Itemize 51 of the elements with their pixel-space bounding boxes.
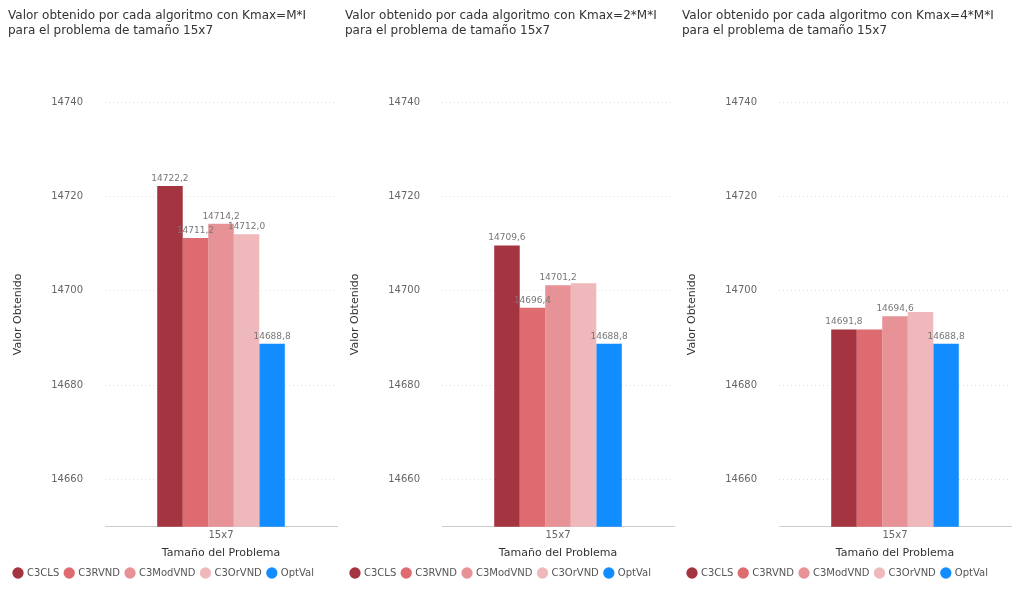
legend-label: OptVal <box>617 566 651 578</box>
y-tick-label: 14680 <box>51 378 84 390</box>
chart-title: Valor obtenido por cada algoritmo con Kmax=4*M*I para el problema de tamaño 15x7 <box>682 8 995 39</box>
y-tick-label: 14660 <box>388 473 421 485</box>
y-tick-label: 14680 <box>388 378 421 390</box>
legend-label: C3OrVND <box>888 566 937 578</box>
data-label: 14694,6 <box>876 303 914 314</box>
y-axis-title: Valor Obtenido <box>685 273 699 356</box>
y-tick-label: 14740 <box>388 95 421 107</box>
y-tick-label: 14740 <box>725 95 758 107</box>
data-label: 14701,2 <box>539 271 577 282</box>
y-axis-title: Valor Obtenido <box>348 273 362 356</box>
legend-label: C3ModVND <box>476 566 533 578</box>
legend-label: C3OrVND <box>214 566 263 578</box>
y-tick-label: 14700 <box>388 284 421 296</box>
legend-label: C3CLS <box>27 566 60 578</box>
y-tick-label: 14740 <box>51 95 84 107</box>
x-tick-label: 15x7 <box>882 529 908 541</box>
data-label: 14722,2 <box>151 172 189 183</box>
y-tick-label: 14660 <box>725 473 758 485</box>
legend-label: OptVal <box>280 566 314 578</box>
legend-label: OptVal <box>954 566 988 578</box>
data-label: 14688,8 <box>927 330 965 341</box>
legend-label: C3ModVND <box>813 566 870 578</box>
x-tick-label: 15x7 <box>208 529 234 541</box>
y-tick-label: 14720 <box>388 189 421 201</box>
data-label: 14688,8 <box>253 330 291 341</box>
legend-label: C3CLS <box>701 566 734 578</box>
legend-label: C3RVND <box>752 566 795 578</box>
legend-label: C3RVND <box>78 566 121 578</box>
y-axis-title: Valor Obtenido <box>11 273 25 356</box>
x-tick-label: 15x7 <box>545 529 571 541</box>
legend-label: C3OrVND <box>551 566 600 578</box>
y-tick-label: 14700 <box>725 284 758 296</box>
y-tick-label: 14660 <box>51 473 84 485</box>
x-axis-title: Tamaño del Problema <box>497 546 618 560</box>
legend-label: C3CLS <box>364 566 397 578</box>
legend-label: C3RVND <box>415 566 458 578</box>
y-tick-label: 14720 <box>725 189 758 201</box>
x-axis-title: Tamaño del Problema <box>160 546 281 560</box>
data-label: 14714,2 <box>202 210 240 221</box>
chart-title: Valor obtenido por cada algoritmo con Kmax=2*M*I para el problema de tamaño 15x7 <box>345 8 658 39</box>
y-tick-label: 14680 <box>725 378 758 390</box>
x-axis-title: Tamaño del Problema <box>834 546 955 560</box>
legend-label: C3ModVND <box>139 566 196 578</box>
data-label: 14709,6 <box>488 232 526 243</box>
y-tick-label: 14700 <box>51 284 84 296</box>
chart-title: Valor obtenido por cada algoritmo con Kmax=M*I para el problema de tamaño 15x7 <box>8 8 308 39</box>
data-label: 14688,8 <box>590 330 628 341</box>
data-label: 14691,8 <box>825 316 863 327</box>
y-tick-label: 14720 <box>51 189 84 201</box>
